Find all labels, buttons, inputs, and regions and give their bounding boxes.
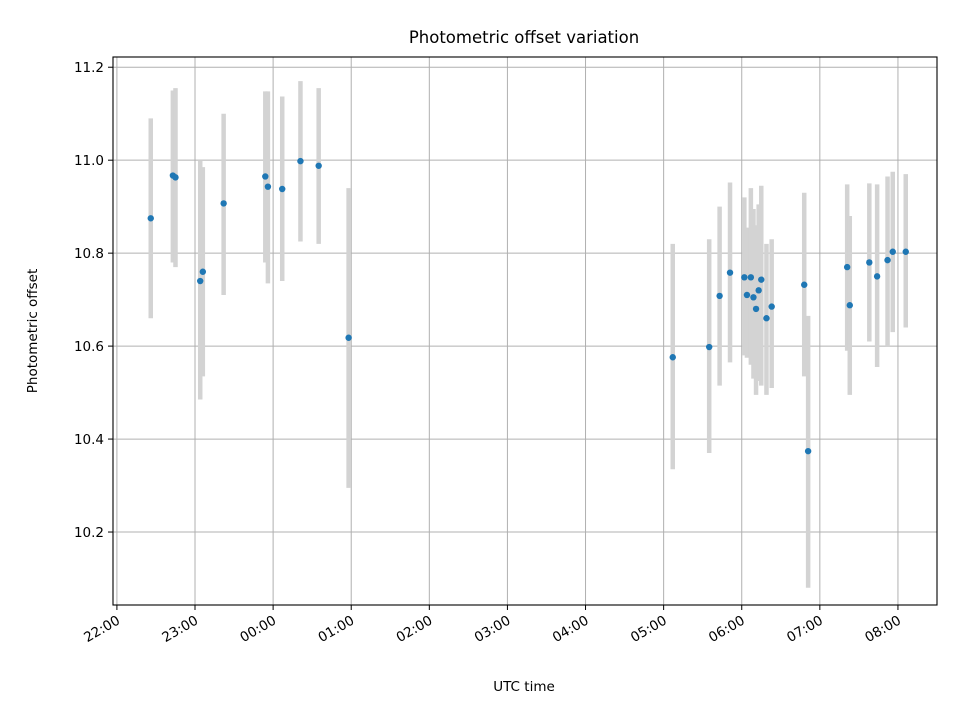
x-tick-label: 23:00 [159,613,201,646]
x-tick-label: 22:00 [81,613,123,646]
data-point [750,294,757,301]
data-point [846,302,853,309]
data-point [743,291,751,299]
data-point [315,162,322,169]
data-point [199,268,207,275]
data-points [147,157,909,455]
x-tick-label: 07:00 [784,613,826,646]
data-point [768,303,775,310]
data-point [147,215,154,222]
x-axis-label: UTC time [493,679,555,695]
data-point [264,183,272,190]
x-tick-label: 01:00 [316,613,358,646]
y-tick-label: 11.0 [74,153,104,169]
data-point [197,277,204,285]
x-tick-label: 06:00 [706,613,748,646]
data-point [866,259,873,266]
data-point [297,157,304,165]
error-bars [148,81,909,588]
y-tick-label: 10.2 [74,525,104,541]
data-point [873,273,881,280]
x-tick-label: 03:00 [472,613,514,646]
data-point [902,248,909,255]
data-point [172,174,179,181]
y-axis-ticks: 10.2 10.4 10.6 10.8 11.0 11.2 [74,60,113,541]
y-tick-label: 10.4 [74,432,104,448]
x-grid [116,57,899,605]
x-tick-label: 05:00 [628,613,670,646]
data-point [262,173,269,180]
plot-frame [112,56,938,606]
data-point [843,263,851,271]
x-tick-label: 08:00 [862,613,904,646]
x-tick-label: 04:00 [550,613,592,646]
data-point [752,305,760,313]
x-tick-label: 02:00 [394,613,436,646]
y-axis-label: Photometric offset [25,269,41,393]
x-tick-label: 00:00 [237,613,279,646]
y-tick-label: 11.2 [74,60,104,76]
chart-title: Photometric offset variation [409,28,639,47]
data-point [884,256,891,264]
data-point [726,269,734,276]
y-tick-label: 10.8 [74,246,104,262]
data-point [279,185,286,193]
data-point [755,287,762,294]
y-tick-label: 10.6 [74,339,104,355]
data-point [716,292,723,300]
x-axis-ticks: 22:00 23:00 00:00 01:00 02:00 03:00 04:00 05:00… [81,605,904,646]
data-point [705,343,713,351]
data-point [889,248,896,255]
data-point [804,447,812,455]
data-point [758,276,765,283]
data-point [747,274,755,281]
data-point [763,315,770,322]
y-grid [113,66,937,533]
data-point [741,274,748,281]
data-point [345,334,352,341]
data-point [220,200,227,207]
data-point [669,354,676,361]
data-point [801,281,808,288]
